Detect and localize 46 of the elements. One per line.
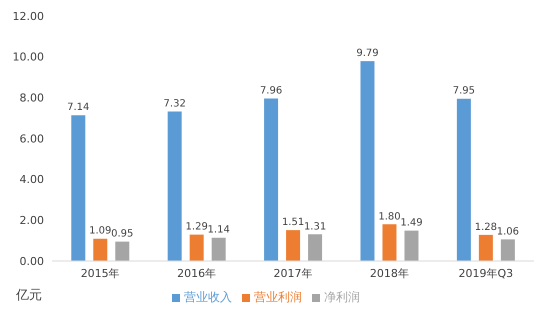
data-label: 7.14 <box>67 102 90 114</box>
bar <box>264 98 278 261</box>
data-label: 1.28 <box>474 222 498 233</box>
data-label: 7.32 <box>164 98 186 110</box>
y-tick-label: 12.00 <box>12 10 44 23</box>
bar <box>404 230 418 261</box>
y-tick-label: 10.00 <box>12 50 44 64</box>
y-tick-label: 8.00 <box>20 92 44 105</box>
legend-label: 营业收入 <box>184 290 232 304</box>
data-label: 0.95 <box>111 228 134 240</box>
data-label: 1.80 <box>378 211 401 222</box>
data-label: 1.09 <box>89 226 112 237</box>
data-label: 1.29 <box>186 222 208 233</box>
x-tick-label: 2018年 <box>370 266 409 280</box>
data-label: 9.79 <box>356 48 379 60</box>
data-label: 1.49 <box>400 218 423 229</box>
bar <box>190 234 204 261</box>
x-tick-label: 2016年 <box>177 266 216 280</box>
data-label: 1.06 <box>496 226 520 238</box>
bar <box>168 112 182 261</box>
data-label: 7.95 <box>452 86 476 97</box>
y-tick-label: 2.00 <box>20 214 44 228</box>
bar <box>71 115 86 261</box>
legend-label: 净利润 <box>324 290 360 304</box>
x-tick-label: 2015年 <box>80 266 120 280</box>
bar <box>212 238 226 261</box>
x-tick-label: 2019年Q3 <box>458 266 514 280</box>
data-label: 7.96 <box>260 85 282 96</box>
data-label: 1.51 <box>282 217 304 228</box>
y-tick-label: 0.00 <box>20 254 44 268</box>
data-label: 1.14 <box>208 224 230 236</box>
legend-label: 营业利润 <box>254 290 302 304</box>
bar <box>382 224 396 261</box>
y-axis-title: 亿元 <box>16 287 42 304</box>
bar <box>456 98 471 261</box>
bar <box>478 234 493 261</box>
data-label: 1.31 <box>304 221 326 232</box>
bar <box>286 230 300 261</box>
bar <box>500 239 515 261</box>
y-tick-label: 4.00 <box>20 173 44 186</box>
bar <box>93 238 108 261</box>
bar <box>308 234 322 261</box>
bar <box>360 61 374 261</box>
x-tick-label: 2017年 <box>274 266 312 280</box>
y-tick-label: 6.00 <box>20 132 44 146</box>
bar <box>115 242 130 261</box>
